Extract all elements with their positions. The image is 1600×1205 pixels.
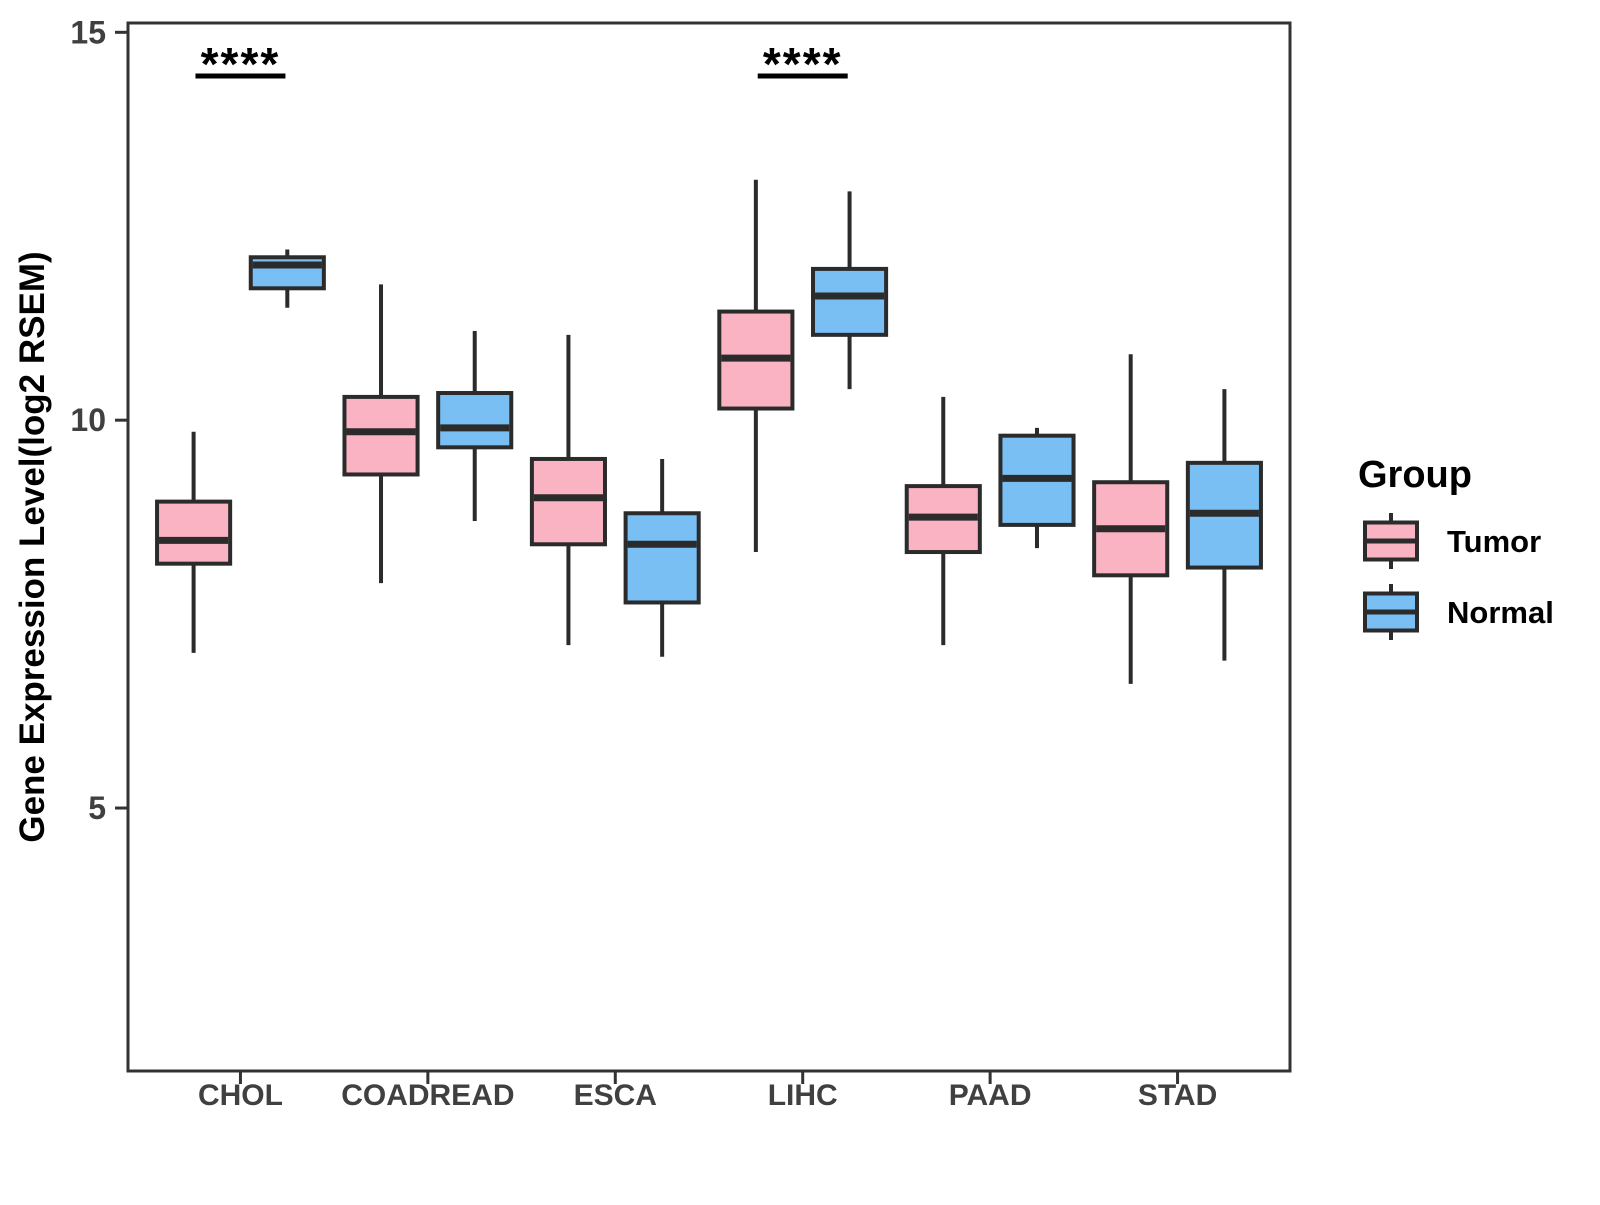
legend-label-normal: Normal bbox=[1447, 595, 1554, 630]
y-axis-title: Gene Expression Level(log2 RSEM) bbox=[13, 251, 52, 842]
legend-title: Group bbox=[1358, 454, 1472, 496]
x-tick-label-lihc: LIHC bbox=[768, 1079, 838, 1112]
y-tick-label: 10 bbox=[70, 402, 106, 438]
x-tick-label-chol: CHOL bbox=[198, 1079, 283, 1112]
box-esca-normal bbox=[623, 511, 701, 605]
box-lihc-normal bbox=[811, 266, 889, 337]
significance-stars-chol: **** bbox=[201, 38, 281, 90]
x-tick-label-stad: STAD bbox=[1138, 1079, 1217, 1112]
x-tick-label-coadread: COADREAD bbox=[341, 1079, 514, 1112]
legend-label-tumor: Tumor bbox=[1447, 524, 1541, 559]
significance-stars-lihc: **** bbox=[763, 38, 843, 90]
x-tick-label-paad: PAAD bbox=[949, 1079, 1032, 1112]
y-tick-label: 5 bbox=[88, 790, 106, 826]
box-chol-tumor bbox=[155, 499, 233, 566]
y-tick-label: 15 bbox=[70, 14, 106, 50]
x-tick-label-esca: ESCA bbox=[574, 1079, 657, 1112]
box-coadread-normal bbox=[436, 391, 514, 450]
box-coadread-tumor bbox=[342, 394, 420, 477]
box-esca-tumor bbox=[529, 456, 607, 547]
